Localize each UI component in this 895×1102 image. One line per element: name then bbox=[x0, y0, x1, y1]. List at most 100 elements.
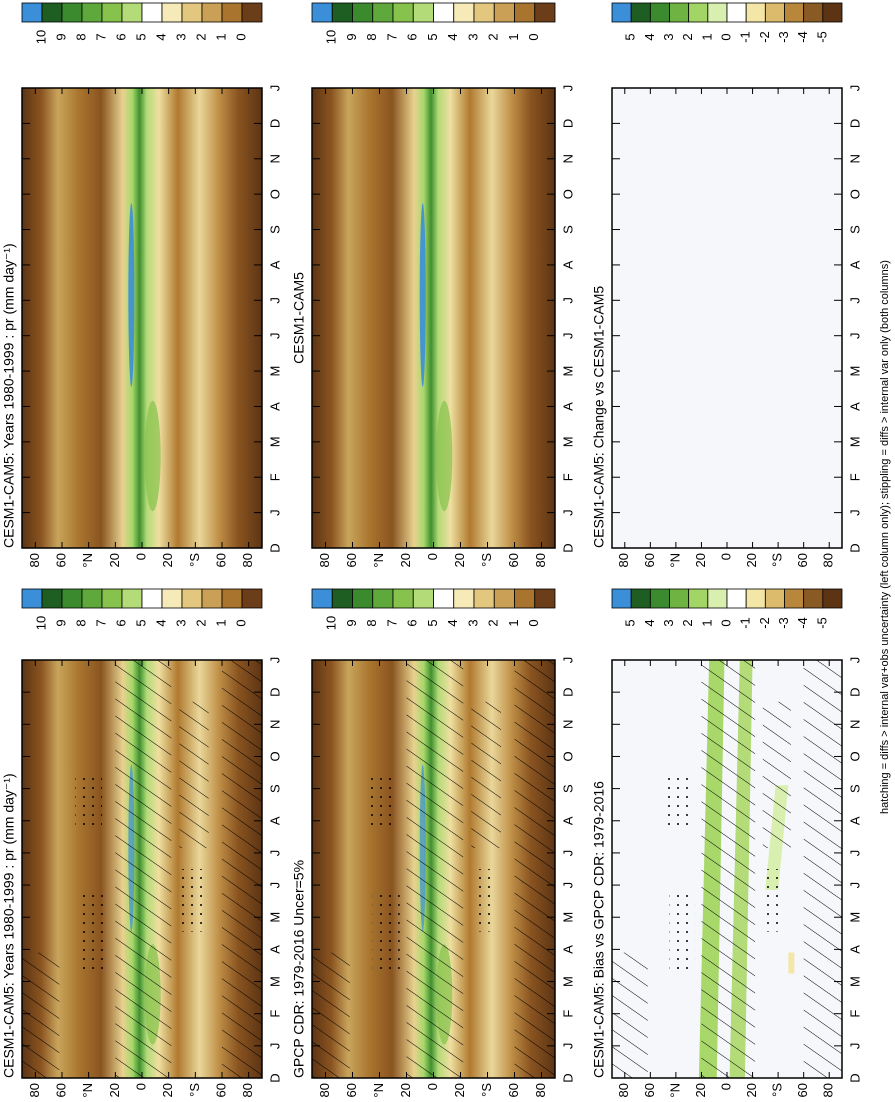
colorbar-label: 3 bbox=[173, 619, 188, 626]
colorbar-label: 2 bbox=[193, 33, 208, 40]
colorbar-box bbox=[726, 2, 747, 23]
colorbar-box bbox=[311, 588, 333, 609]
colorbar-label: 0 bbox=[718, 33, 733, 40]
lat-tick-label: 20 bbox=[398, 1083, 413, 1097]
month-label: D bbox=[560, 543, 575, 552]
lat-tick-label: 0 bbox=[425, 1083, 440, 1090]
colorbar-box bbox=[784, 2, 805, 23]
stippling bbox=[372, 889, 400, 974]
colorbar-label: 0 bbox=[526, 33, 541, 40]
month-label: J bbox=[847, 297, 862, 304]
panel-title: CESM1-CAM5: Bias vs GPCP CDR: 1979-2016 bbox=[591, 781, 607, 1078]
panel bbox=[612, 660, 842, 1078]
month-label: O bbox=[560, 751, 575, 761]
colorbar-box bbox=[630, 588, 651, 609]
colorbar-label: 8 bbox=[73, 33, 88, 40]
month-label: M bbox=[267, 436, 282, 447]
colorbar-box bbox=[241, 588, 263, 609]
colorbar-label: 5 bbox=[133, 33, 148, 40]
hatching bbox=[115, 660, 172, 1078]
month-label: D bbox=[847, 1073, 862, 1082]
colorbar-box bbox=[201, 588, 223, 609]
month-label: M bbox=[560, 912, 575, 923]
colorbar-box bbox=[121, 588, 143, 609]
month-label: J bbox=[560, 85, 575, 92]
panel-title: CESM1-CAM5: Years 1980-1999 : pr (mm day… bbox=[1, 243, 17, 548]
stippling bbox=[669, 889, 696, 974]
month-label: N bbox=[267, 154, 282, 163]
colorbar-box bbox=[61, 2, 83, 23]
colorbar-box bbox=[649, 2, 670, 23]
colorbar-box bbox=[352, 2, 374, 23]
month-label: J bbox=[560, 1043, 575, 1050]
colorbar-label: 9 bbox=[344, 619, 359, 626]
hatching bbox=[803, 660, 842, 1078]
month-label: J bbox=[847, 1043, 862, 1050]
month-label: F bbox=[267, 1010, 282, 1018]
month-label: J bbox=[560, 657, 575, 664]
colorbar-box bbox=[514, 2, 536, 23]
lat-tick-label: 20 bbox=[744, 1083, 759, 1097]
colorbar-box bbox=[453, 2, 475, 23]
colorbar-label: 8 bbox=[364, 619, 379, 626]
month-label: A bbox=[847, 816, 862, 825]
lat-tick-label: °N bbox=[667, 1083, 682, 1097]
colorbar-box bbox=[669, 588, 690, 609]
panel bbox=[312, 660, 555, 1078]
colorbar-box bbox=[101, 588, 123, 609]
colorbar-box bbox=[221, 2, 243, 23]
month-label: A bbox=[560, 260, 575, 269]
lat-tick-label: °S bbox=[770, 553, 785, 567]
colorbar-label: 10 bbox=[33, 30, 48, 44]
month-label: D bbox=[560, 1073, 575, 1082]
lat-tick-label: 80 bbox=[533, 1083, 548, 1097]
colorbar-box bbox=[534, 2, 556, 23]
colorbar-label: 4 bbox=[153, 619, 168, 626]
month-label: F bbox=[847, 1010, 862, 1018]
colorbar-label: 7 bbox=[384, 33, 399, 40]
colorbar-label: 5 bbox=[133, 619, 148, 626]
month-label: M bbox=[847, 366, 862, 377]
month-label: A bbox=[267, 402, 282, 411]
lat-tick-label: °S bbox=[187, 1083, 202, 1097]
colorbar-box bbox=[473, 588, 495, 609]
colorbar-label: 2 bbox=[486, 33, 501, 40]
lat-tick-label: 80 bbox=[27, 553, 42, 567]
month-label: M bbox=[267, 976, 282, 987]
month-label: J bbox=[847, 882, 862, 889]
colorbar-label: 1 bbox=[213, 619, 228, 626]
month-label: J bbox=[847, 85, 862, 92]
colorbar-box bbox=[707, 588, 728, 609]
month-label: J bbox=[847, 332, 862, 339]
lat-tick-label: 60 bbox=[506, 1083, 521, 1097]
colorbar-box bbox=[372, 2, 394, 23]
lat-tick-label: 20 bbox=[160, 553, 175, 567]
colorbar-box bbox=[412, 588, 434, 609]
lat-tick-label: 60 bbox=[213, 553, 228, 567]
colorbar-box bbox=[803, 2, 824, 23]
colorbar-label: 0 bbox=[233, 33, 248, 40]
month-label: O bbox=[267, 189, 282, 199]
lat-tick-label: 60 bbox=[642, 1083, 657, 1097]
month-label: A bbox=[267, 260, 282, 269]
colorbar-box bbox=[688, 588, 709, 609]
lat-tick-label: 80 bbox=[616, 553, 631, 567]
colorbar-box bbox=[21, 2, 43, 23]
colorbar-label: 5 bbox=[425, 619, 440, 626]
colorbar-label: 0 bbox=[233, 619, 248, 626]
colorbar-box bbox=[101, 2, 123, 23]
month-label: S bbox=[267, 784, 282, 793]
colorbar-label: 6 bbox=[405, 619, 420, 626]
lat-tick-label: 80 bbox=[240, 553, 255, 567]
hatching bbox=[701, 660, 756, 1078]
month-label: J bbox=[267, 850, 282, 857]
colorbar-box bbox=[21, 588, 43, 609]
month-label: J bbox=[267, 509, 282, 516]
colorbar-label: 2 bbox=[193, 619, 208, 626]
colorbar-box bbox=[311, 2, 333, 23]
colorbar-box bbox=[745, 2, 766, 23]
itcz-core bbox=[419, 203, 426, 387]
colorbar-box bbox=[745, 588, 766, 609]
hatching bbox=[406, 660, 464, 1078]
colorbar-label: 1 bbox=[699, 33, 714, 40]
